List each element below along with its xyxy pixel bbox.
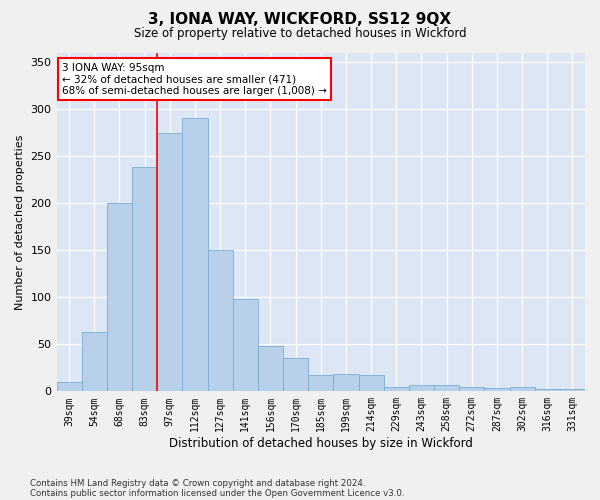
Bar <box>132 168 157 392</box>
Bar <box>182 118 208 392</box>
Bar <box>208 250 233 392</box>
Bar <box>535 388 560 392</box>
Bar <box>484 388 509 392</box>
Bar <box>233 299 258 392</box>
Text: Contains public sector information licensed under the Open Government Licence v3: Contains public sector information licen… <box>30 488 404 498</box>
Bar <box>383 386 409 392</box>
Y-axis label: Number of detached properties: Number of detached properties <box>15 134 25 310</box>
Text: 3, IONA WAY, WICKFORD, SS12 9QX: 3, IONA WAY, WICKFORD, SS12 9QX <box>148 12 452 28</box>
Bar <box>258 346 283 392</box>
Bar <box>82 332 107 392</box>
Bar <box>509 386 535 392</box>
Text: Contains HM Land Registry data © Crown copyright and database right 2024.: Contains HM Land Registry data © Crown c… <box>30 478 365 488</box>
Text: Size of property relative to detached houses in Wickford: Size of property relative to detached ho… <box>134 28 466 40</box>
Bar <box>107 203 132 392</box>
Bar <box>560 390 585 392</box>
Bar <box>359 376 383 392</box>
Bar <box>56 382 82 392</box>
Bar <box>434 384 459 392</box>
X-axis label: Distribution of detached houses by size in Wickford: Distribution of detached houses by size … <box>169 437 473 450</box>
Bar <box>334 374 359 392</box>
Bar <box>157 132 182 392</box>
Bar <box>409 384 434 392</box>
Bar <box>459 386 484 392</box>
Bar <box>283 358 308 392</box>
Text: 3 IONA WAY: 95sqm
← 32% of detached houses are smaller (471)
68% of semi-detache: 3 IONA WAY: 95sqm ← 32% of detached hous… <box>62 62 327 96</box>
Bar <box>308 376 334 392</box>
